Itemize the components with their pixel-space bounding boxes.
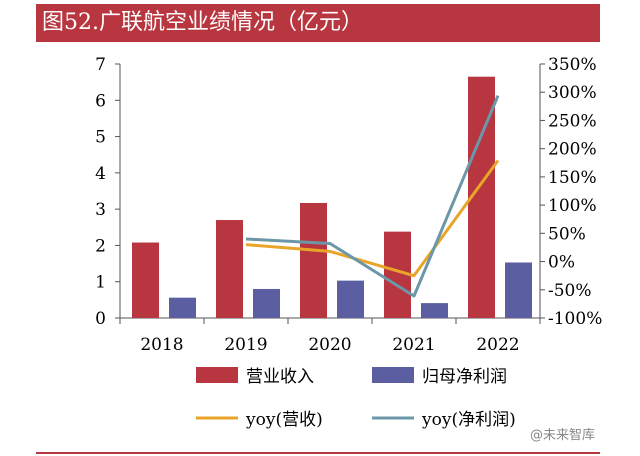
right-axis-tick-label: 350% xyxy=(548,55,597,75)
bar-net-profit xyxy=(421,303,448,318)
line-yoy-net-profit xyxy=(245,95,500,298)
left-axis-tick-label: 5 xyxy=(95,128,106,148)
x-axis-tick-label: 2018 xyxy=(140,335,183,355)
legend: 营业收入 归母净利润 yoy(营收) yoy(净利润) xyxy=(196,367,516,430)
right-axis-tick-label: 50% xyxy=(548,224,586,244)
left-axis-tick-label: 0 xyxy=(95,309,106,329)
left-axis-tick-label: 4 xyxy=(95,164,106,184)
chart-title: 图52.广联航空业绩情况（亿元） xyxy=(36,4,600,42)
bar-net-profit xyxy=(169,297,196,318)
legend-yoy-revenue-label: yoy(营收) xyxy=(245,410,323,430)
left-axis-tick-label: 2 xyxy=(95,236,106,256)
legend-net-profit-swatch xyxy=(372,367,414,383)
right-axis-tick-label: 250% xyxy=(548,111,597,131)
left-axis-tick-label: 7 xyxy=(95,55,106,75)
right-axis-tick-label: 0% xyxy=(548,253,575,273)
right-axis-tick-label: 150% xyxy=(548,168,597,188)
x-axis-tick-label: 2022 xyxy=(476,335,519,355)
left-axis-tick-label: 6 xyxy=(95,91,106,111)
bar-net-profit xyxy=(337,280,364,318)
left-axis-tick-label: 3 xyxy=(95,200,106,220)
bar-net-profit xyxy=(505,262,532,318)
right-axis-tick-label: -100% xyxy=(548,309,602,329)
bar-net-profit xyxy=(253,288,280,318)
x-axis-tick-label: 2020 xyxy=(308,335,351,355)
bar-revenue xyxy=(216,220,243,318)
bottom-divider xyxy=(36,452,600,454)
right-axis-tick-label: 300% xyxy=(548,83,597,103)
right-axis-tick-label: -50% xyxy=(548,281,592,301)
lines xyxy=(245,95,500,298)
legend-revenue-swatch xyxy=(196,367,238,383)
bar-revenue xyxy=(132,242,159,318)
right-axis-tick-label: 200% xyxy=(548,140,597,160)
axis-labels: 0 1 2 3 4 5 6 7 -100% -50% 0% 50% 100% 150% 200% 250% 30… xyxy=(95,55,602,355)
x-axis-tick-label: 2021 xyxy=(392,335,435,355)
x-axis-tick-label: 2019 xyxy=(224,335,267,355)
watermark: @未来智库 xyxy=(530,428,596,443)
left-axis-tick-label: 1 xyxy=(95,273,106,293)
legend-yoy-net-profit-label: yoy(净利润) xyxy=(421,410,516,430)
legend-net-profit-label: 归母净利润 xyxy=(422,367,507,387)
line-yoy-revenue xyxy=(245,159,500,278)
right-axis-tick-label: 100% xyxy=(548,196,597,216)
legend-revenue-label: 营业收入 xyxy=(246,367,314,387)
bar-revenue xyxy=(300,202,327,318)
